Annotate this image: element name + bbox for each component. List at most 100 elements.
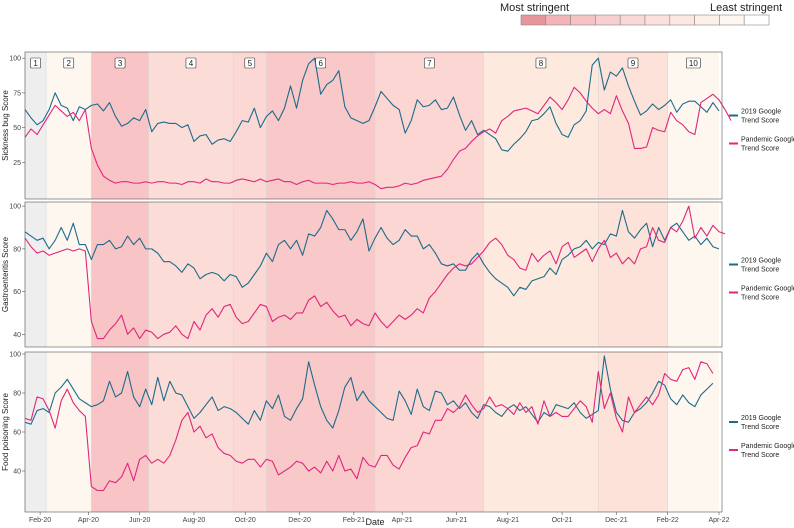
- phase-band-4: [148, 202, 234, 347]
- legend-entry-2019: 2019 Google Trend Score: [741, 109, 781, 125]
- legend-swatch-7: [669, 14, 695, 26]
- phase-band-5: [233, 52, 267, 199]
- phase-label-box-5: [244, 57, 256, 69]
- phase-band-1: [25, 202, 47, 347]
- x-tick-label: Aug-20: [183, 517, 206, 524]
- phase-band-4: [148, 52, 234, 199]
- y-tick-label: 50: [13, 125, 21, 132]
- phase-band-10: [667, 352, 719, 512]
- series-pandemic-line: [24, 86, 732, 190]
- phase-band-5: [233, 352, 267, 512]
- x-tick-label: Oct-21: [552, 517, 573, 524]
- legend-swatch-6: [644, 14, 671, 26]
- y-tick-label: 100: [9, 204, 21, 211]
- phase-label-7: 7: [427, 59, 432, 68]
- series-pandemic-line: [24, 361, 714, 492]
- y-tick-label: 100: [9, 352, 21, 359]
- phase-band-8: [483, 352, 599, 512]
- y-axis-title: Gastroenteritis Score: [1, 236, 10, 312]
- y-tick-label: 80: [13, 246, 21, 253]
- series-2019-line: [24, 355, 714, 429]
- legend-swatch-5: [619, 14, 646, 26]
- legend-swatch-2: [545, 14, 571, 26]
- phase-label-8: 8: [539, 59, 544, 68]
- y-tick-label: 40: [13, 332, 21, 339]
- legend-swatch-10: [743, 14, 770, 26]
- phase-band-2: [46, 52, 92, 199]
- phase-label-6: 6: [318, 59, 323, 68]
- panel-border: [24, 51, 723, 200]
- x-tick-label: Jun-20: [129, 517, 151, 524]
- phase-label-box-8: [535, 57, 547, 69]
- panel-3: 40 60 80 100 Food poisoning Score 2019 Google…: [1, 352, 794, 513]
- legend-swatch-8: [694, 14, 720, 26]
- x-tick-label: Aug-21: [496, 517, 519, 524]
- y-axis-title: Food poisoning Score: [1, 393, 10, 471]
- phase-label-box-3: [114, 57, 126, 69]
- x-tick-label: Feb-20: [29, 517, 51, 524]
- y-tick-label: 60: [13, 289, 21, 296]
- series-pandemic-line: [24, 205, 726, 340]
- x-tick-label: Oct-20: [235, 517, 256, 524]
- series-2019-line: [24, 57, 720, 152]
- y-tick-label: 75: [13, 90, 21, 97]
- phase-band-1: [25, 352, 47, 512]
- phase-band-3: [91, 352, 149, 512]
- phase-band-8: [483, 202, 599, 347]
- legend-entry-2019: 2019 Google Trend Score: [741, 258, 781, 274]
- x-axis-title: Date: [365, 517, 384, 527]
- legend-entry-2019: 2019 Google Trend Score: [741, 415, 781, 431]
- legend-swatch-9: [719, 14, 745, 26]
- phase-label-1: 1: [33, 59, 38, 68]
- y-tick-label: 100: [9, 56, 21, 63]
- panel-2: 40 60 80 100 Gastroenteritis Score 2019 Googl…: [1, 201, 794, 348]
- phase-label-9: 9: [631, 59, 636, 68]
- phase-band-5: [233, 202, 267, 347]
- legend-most-stringent: Most stringent: [500, 2, 569, 14]
- phase-label-box-10: [686, 57, 701, 69]
- phase-band-7: [375, 52, 484, 199]
- phase-band-9: [598, 52, 668, 199]
- phase-label-4: 4: [189, 59, 194, 68]
- panel-border: [24, 201, 723, 348]
- y-tick-label: 25: [13, 160, 21, 167]
- phase-band-3: [91, 52, 149, 199]
- phase-band-6: [266, 202, 376, 347]
- legend-swatch-1: [520, 14, 547, 26]
- phase-band-8: [483, 52, 599, 199]
- legend-swatch-4: [595, 14, 621, 26]
- phase-label-box-1: [30, 57, 41, 69]
- stringency-legend: Most stringent Least stringent: [500, 2, 782, 26]
- series-2019-line: [24, 209, 720, 297]
- phase-band-2: [46, 352, 92, 512]
- phase-band-7: [375, 202, 484, 347]
- x-axis: Feb-20 Apr-20 Jun-20 Aug-20 Oct-20 Dec-20 Feb-…: [29, 512, 730, 524]
- phase-label-3: 3: [118, 59, 123, 68]
- x-tick-label: Dec-20: [288, 517, 311, 524]
- panel-border: [24, 351, 723, 513]
- y-tick-label: 80: [13, 391, 21, 398]
- y-tick-label: 40: [13, 469, 21, 476]
- y-axis-title: Sickness bug Score: [1, 90, 10, 161]
- phase-band-10: [667, 52, 719, 199]
- phase-label-2: 2: [67, 59, 72, 68]
- legend-entry-pandemic: Pandemic Google Trend Score: [741, 443, 794, 459]
- phase-band-3: [91, 202, 149, 347]
- x-tick-label: Apr-21: [392, 517, 413, 524]
- x-tick-label: Feb-21: [343, 517, 365, 524]
- series-legend: 2019 Google Trend Score Pandemic Google Tre…: [729, 109, 794, 153]
- phase-band-2: [46, 202, 92, 347]
- legend-entry-pandemic: Pandemic Google Trend Score: [741, 137, 794, 153]
- x-tick-label: Jun-21: [446, 517, 468, 524]
- phase-band-10: [667, 202, 719, 347]
- legend-least-stringent: Least stringent: [710, 2, 782, 14]
- phase-band-6: [266, 52, 376, 199]
- phase-band-9: [598, 202, 668, 347]
- phase-label-box-9: [627, 57, 639, 69]
- phase-band-7: [375, 352, 484, 512]
- x-tick-label: Dec-21: [605, 517, 628, 524]
- phase-band-6: [266, 352, 376, 512]
- series-legend: 2019 Google Trend Score Pandemic Google Tre…: [729, 258, 794, 302]
- panel-1: 1 2 3 4 5 6 7 8 9 10 25 50 75 100 Sickness bug Score 20…: [1, 51, 794, 200]
